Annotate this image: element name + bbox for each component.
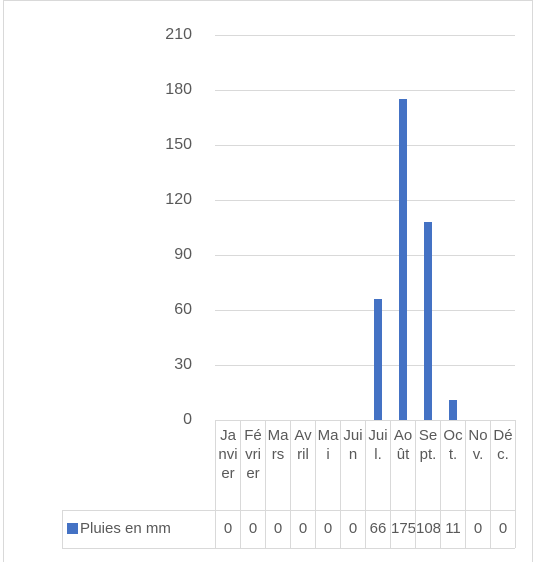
grid-line (215, 90, 515, 91)
x-tick-label: Nov. (468, 427, 488, 463)
table-cell: 0 (298, 520, 308, 537)
y-tick-label: 150 (165, 136, 192, 153)
table-cell: 175 (391, 520, 415, 537)
table-line (215, 420, 216, 548)
x-tick-label: Février (244, 427, 262, 482)
y-tick-label: 90 (174, 246, 192, 263)
table-cell: 0 (498, 520, 508, 537)
table-cell: 0 (323, 520, 333, 537)
y-tick-label: 30 (174, 356, 192, 373)
table-cell: 0 (473, 520, 483, 537)
y-tick-label: 0 (183, 411, 192, 428)
grid-line (215, 255, 515, 256)
table-line (440, 420, 441, 548)
table-cell: 0 (273, 520, 283, 537)
table-cell: 0 (348, 520, 358, 537)
y-tick-label: 180 (165, 81, 192, 98)
table-line (265, 420, 266, 548)
table-cell: 108 (416, 520, 440, 537)
legend-swatch (67, 523, 78, 534)
bar (373, 299, 382, 420)
table-line (390, 420, 391, 548)
table-cell: 0 (248, 520, 258, 537)
table-line (240, 420, 241, 548)
x-tick-label: Juil. (368, 427, 388, 463)
table-line (490, 420, 491, 548)
y-tick-label: 120 (165, 191, 192, 208)
grid-line (215, 365, 515, 366)
x-tick-label: Mars (267, 427, 289, 463)
x-tick-label: Août (393, 427, 413, 463)
table-line (340, 420, 341, 548)
x-tick-label: Déc. (493, 427, 513, 463)
bar (423, 222, 432, 420)
x-tick-label: Janvier (218, 427, 238, 482)
y-tick-label: 60 (174, 301, 192, 318)
table-line (415, 420, 416, 548)
legend-label: Pluies en mm (80, 520, 171, 537)
x-tick-label: Juin (343, 427, 363, 463)
table-line (515, 420, 516, 548)
table-line (62, 510, 515, 511)
table-line (62, 510, 63, 548)
table-line (365, 420, 366, 548)
x-tick-label: Sept. (418, 427, 438, 463)
grid-line (215, 145, 515, 146)
x-tick-label: Mai (317, 427, 339, 463)
bar (398, 99, 407, 420)
x-tick-label: Oct. (443, 427, 463, 463)
table-cell: 11 (445, 520, 461, 537)
bar (448, 399, 457, 420)
table-cell: 66 (369, 520, 387, 537)
grid-line (215, 310, 515, 311)
table-line (315, 420, 316, 548)
grid-line (215, 200, 515, 201)
chart-frame (3, 0, 533, 562)
table-line (290, 420, 291, 548)
grid-line (215, 35, 515, 36)
table-line (465, 420, 466, 548)
x-tick-label: Avril (294, 427, 312, 463)
table-line (62, 548, 515, 549)
y-tick-label: 210 (165, 26, 192, 43)
table-cell: 0 (223, 520, 233, 537)
